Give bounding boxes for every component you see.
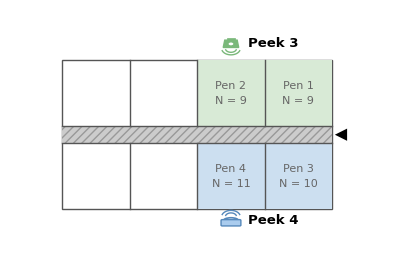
Bar [197, 143, 265, 209]
Text: Pen 1
N = 9: Pen 1 N = 9 [282, 81, 314, 105]
Circle shape [228, 42, 234, 46]
Polygon shape [223, 40, 239, 48]
Bar [265, 143, 332, 209]
Bar [197, 60, 265, 126]
Bar [62, 126, 332, 143]
FancyBboxPatch shape [221, 220, 241, 226]
Text: Pen 4
N = 11: Pen 4 N = 11 [212, 164, 250, 189]
Text: Pen 2
N = 9: Pen 2 N = 9 [215, 81, 247, 105]
Text: Peek 4: Peek 4 [248, 214, 298, 227]
Text: Pen 3
N = 10: Pen 3 N = 10 [279, 164, 318, 189]
Text: Peek 3: Peek 3 [248, 37, 298, 50]
Bar [265, 60, 332, 126]
Bar [227, 38, 235, 40]
Bar [62, 60, 332, 209]
